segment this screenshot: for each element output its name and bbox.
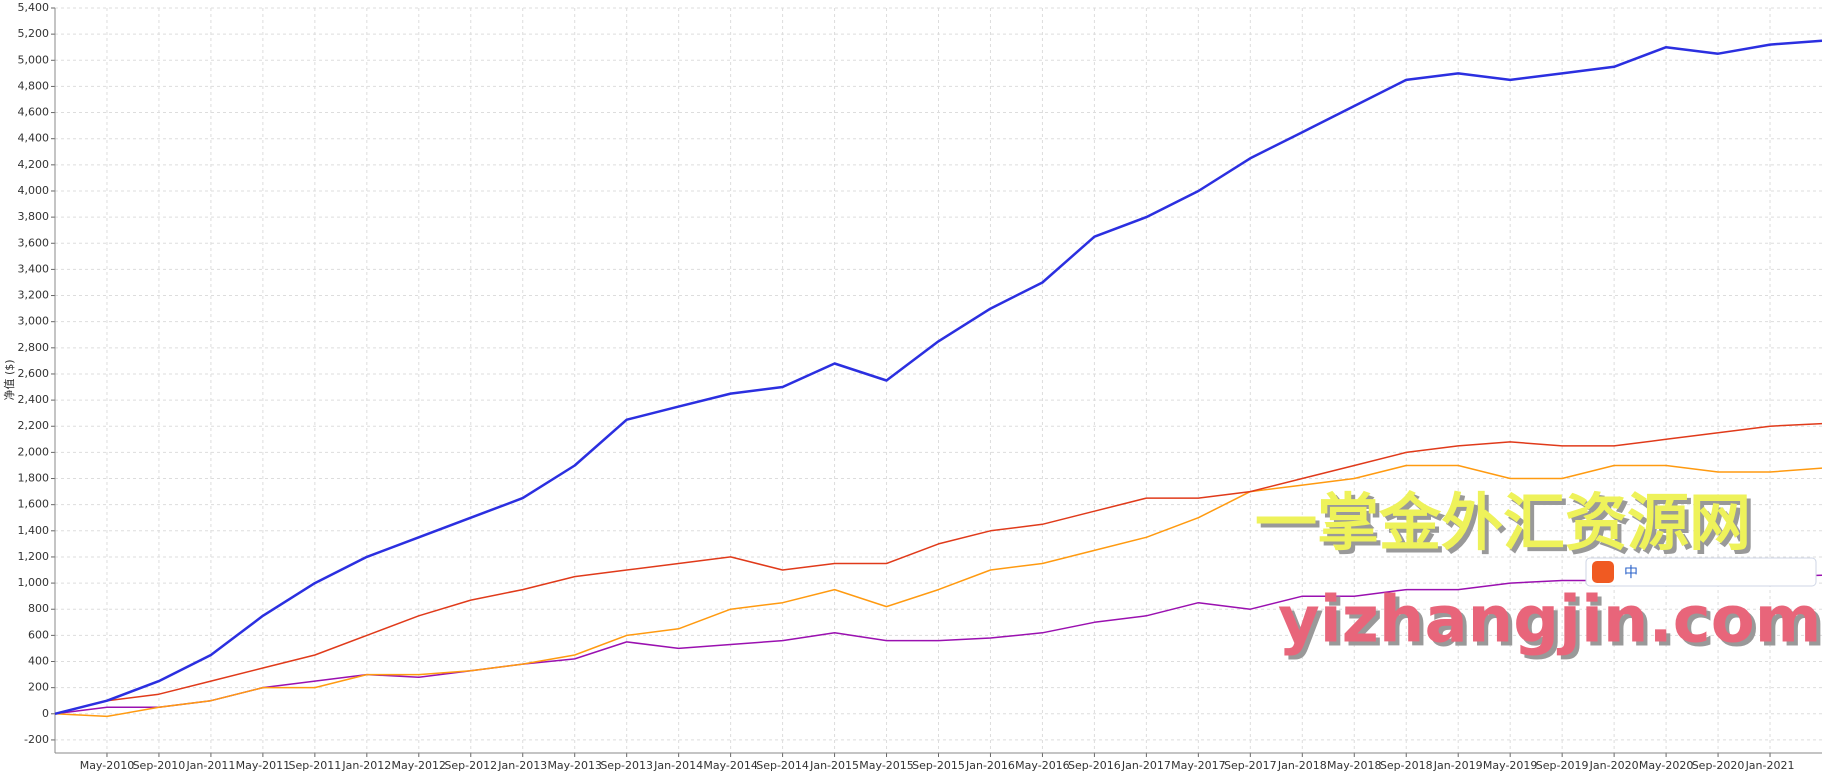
- y-tick-label: 3,600: [18, 236, 50, 249]
- series-line: [54, 464, 1822, 718]
- x-tick-label: Sep-2020: [1692, 759, 1745, 772]
- x-tick-label: May-2015: [859, 759, 914, 772]
- x-tick-label: May-2017: [1171, 759, 1226, 772]
- y-tick-label: 2,200: [18, 419, 50, 432]
- series-line: [54, 39, 1822, 716]
- x-tick-label: Jan-2017: [1121, 759, 1171, 772]
- y-tick-label: 2,400: [18, 393, 50, 406]
- x-tick-label: Jan-2015: [809, 759, 859, 772]
- watermark-shadow: yizhangjin.com: [1282, 588, 1822, 662]
- y-tick-label: 2,000: [18, 445, 50, 458]
- x-tick-label: Sep-2012: [444, 759, 497, 772]
- y-tick-label: 3,000: [18, 315, 50, 328]
- x-tick-label: Sep-2013: [600, 759, 653, 772]
- x-tick-label: Sep-2019: [1536, 759, 1589, 772]
- x-tick-label: Sep-2015: [912, 759, 965, 772]
- x-tick-label: May-2019: [1483, 759, 1538, 772]
- y-tick-label: 2,800: [18, 341, 50, 354]
- x-tick-label: Jan-2019: [1433, 759, 1483, 772]
- y-tick-label: 0: [42, 707, 49, 720]
- y-tick-label: 1,800: [18, 472, 50, 485]
- x-tick-label: May-2012: [392, 759, 447, 772]
- x-tick-label: Sep-2017: [1224, 759, 1277, 772]
- y-tick-label: 600: [28, 628, 49, 641]
- ime-logo: [1592, 561, 1614, 583]
- x-tick-label: Jan-2014: [653, 759, 703, 772]
- y-tick-label: 3,800: [18, 210, 50, 223]
- y-tick-label: 3,400: [18, 262, 50, 275]
- x-tick-label: Sep-2010: [133, 759, 186, 772]
- y-tick-label: 800: [28, 602, 49, 615]
- y-tick-label: 4,800: [18, 79, 50, 92]
- x-tick-label: Jan-2016: [965, 759, 1015, 772]
- x-tick-label: Sep-2011: [289, 759, 342, 772]
- x-tick-label: May-2013: [547, 759, 602, 772]
- series-line: [54, 422, 1822, 715]
- watermark: yizhangjin.com: [1278, 584, 1821, 658]
- x-tick-label: Jan-2018: [1277, 759, 1327, 772]
- x-tick-label: Sep-2016: [1068, 759, 1121, 772]
- x-tick-label: Jan-2013: [497, 759, 547, 772]
- x-tick-label: May-2020: [1639, 759, 1694, 772]
- y-tick-label: 1,400: [18, 524, 50, 537]
- y-tick-label: 1,000: [18, 576, 50, 589]
- y-tick-label: 5,200: [18, 27, 50, 40]
- y-tick-label: 1,600: [18, 498, 50, 511]
- y-tick-label: 4,400: [18, 132, 50, 145]
- series-line: [54, 574, 1822, 715]
- y-tick-label: 5,000: [18, 53, 50, 66]
- y-tick-label: -200: [24, 733, 49, 746]
- x-tick-label: May-2016: [1015, 759, 1070, 772]
- x-tick-label: May-2014: [703, 759, 758, 772]
- watermark: 一掌金外汇资源网: [1255, 486, 1751, 559]
- y-tick-label: 4,600: [18, 106, 50, 119]
- y-tick-label: 5,400: [18, 1, 50, 14]
- y-tick-label: 1,200: [18, 550, 50, 563]
- y-tick-label: 200: [28, 681, 49, 694]
- y-tick-label: 4,200: [18, 158, 50, 171]
- x-tick-label: Jan-2012: [341, 759, 391, 772]
- x-tick-label: May-2018: [1327, 759, 1382, 772]
- x-tick-label: Sep-2018: [1380, 759, 1433, 772]
- y-tick-label: 4,000: [18, 184, 50, 197]
- x-tick-label: May-2010: [80, 759, 135, 772]
- x-tick-label: Sep-2014: [756, 759, 809, 772]
- y-axis-label: 净值 ($): [2, 359, 16, 400]
- x-tick-label: Jan-2011: [185, 759, 235, 772]
- ime-label: 中: [1624, 565, 1638, 581]
- x-tick-label: May-2011: [236, 759, 291, 772]
- y-tick-label: 3,200: [18, 289, 50, 302]
- x-tick-label: Jan-2020: [1589, 759, 1639, 772]
- x-tick-label: Jan-2021: [1745, 759, 1795, 772]
- ime-toolbar: [1585, 557, 1817, 587]
- watermark-shadow: 一掌金外汇资源网: [1259, 490, 1755, 563]
- y-tick-label: 2,600: [18, 367, 50, 380]
- y-tick-label: 400: [28, 655, 49, 668]
